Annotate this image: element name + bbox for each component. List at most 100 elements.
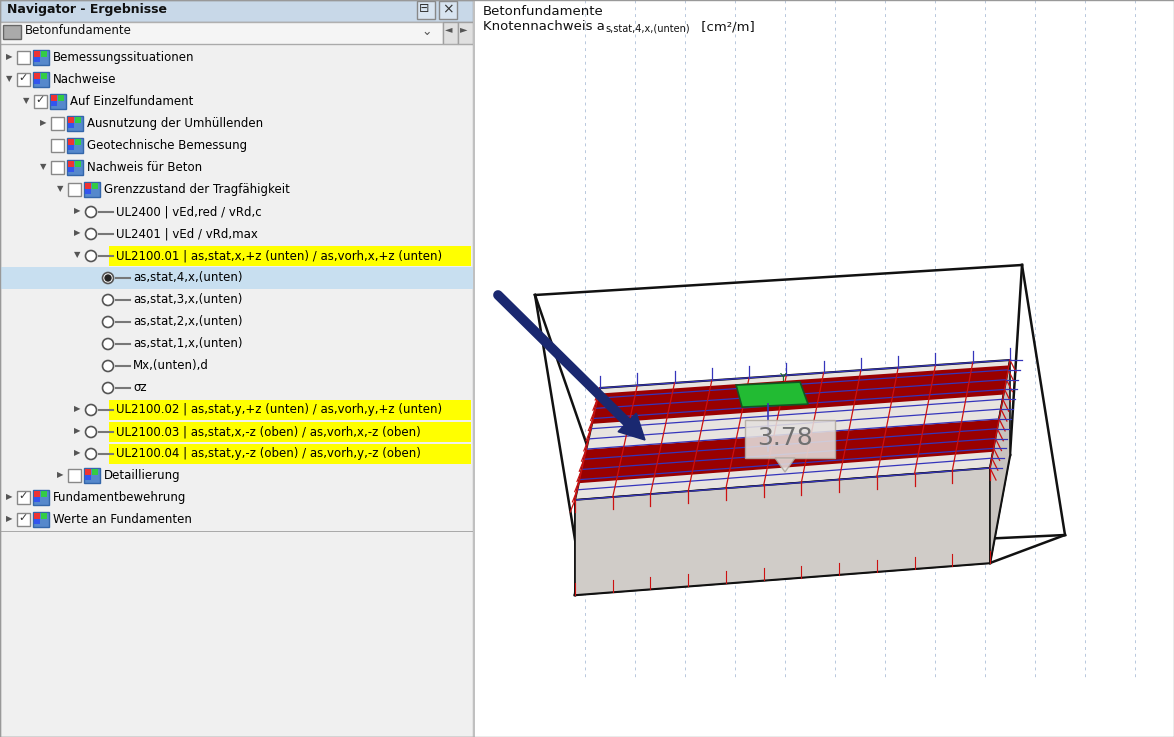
Bar	[33, 490, 49, 505]
Text: ▼: ▼	[40, 162, 47, 171]
Bar	[50, 101, 58, 106]
Bar	[473, 0, 475, 737]
Text: Bemessungssituationen: Bemessungssituationen	[53, 51, 195, 64]
Bar	[68, 183, 81, 196]
Text: ▶: ▶	[6, 52, 13, 61]
Bar	[33, 512, 49, 527]
Bar	[68, 167, 74, 172]
Bar	[68, 123, 74, 128]
Bar	[41, 51, 47, 57]
Text: ▶: ▶	[74, 228, 81, 237]
Polygon shape	[575, 388, 600, 595]
Bar	[109, 422, 471, 442]
Bar	[34, 513, 40, 519]
Text: Auf Einzelfundament: Auf Einzelfundament	[70, 95, 194, 108]
Text: ✓: ✓	[18, 513, 27, 523]
Text: ▶: ▶	[58, 470, 63, 479]
Circle shape	[86, 405, 96, 416]
Bar	[745, 420, 835, 458]
Bar	[92, 469, 97, 475]
Polygon shape	[990, 360, 1010, 563]
Text: ▼: ▼	[23, 96, 29, 105]
Bar	[75, 117, 81, 123]
Text: ▶: ▶	[74, 404, 81, 413]
Text: UL2100.01 | as,stat,x,+z (unten) / as,vorh,x,+z (unten): UL2100.01 | as,stat,x,+z (unten) / as,vo…	[116, 249, 443, 262]
Text: σz: σz	[133, 381, 147, 394]
Bar	[75, 161, 81, 167]
Bar	[16, 51, 31, 64]
Text: ×: ×	[441, 2, 453, 16]
Bar	[68, 161, 74, 167]
Bar	[0, 44, 473, 45]
Bar	[443, 22, 458, 44]
Bar	[50, 139, 65, 152]
Text: Betonfundamente: Betonfundamente	[25, 24, 131, 37]
Bar	[50, 161, 65, 174]
Bar	[68, 469, 81, 482]
Bar	[85, 475, 92, 480]
Text: Nachweis für Beton: Nachweis für Beton	[87, 161, 202, 174]
Bar	[85, 469, 92, 475]
Text: ▼: ▼	[74, 250, 81, 259]
Bar	[92, 183, 97, 189]
Bar	[50, 95, 58, 101]
Text: Y: Y	[780, 373, 787, 383]
Bar	[4, 25, 21, 39]
Circle shape	[102, 273, 114, 284]
Text: ▼: ▼	[6, 74, 13, 83]
Polygon shape	[775, 458, 795, 472]
Bar	[68, 117, 74, 123]
Bar	[34, 497, 40, 502]
Bar	[417, 1, 436, 19]
Text: s,stat,4,x,(unten): s,stat,4,x,(unten)	[605, 23, 689, 33]
Bar	[0, 0, 473, 737]
Text: ◄: ◄	[445, 24, 452, 34]
Polygon shape	[736, 382, 808, 407]
Text: ▶: ▶	[74, 448, 81, 457]
Text: ⊟: ⊟	[419, 2, 430, 15]
Bar	[109, 444, 471, 464]
Bar	[16, 491, 31, 504]
Text: ✓: ✓	[18, 73, 27, 83]
Text: as,stat,1,x,(unten): as,stat,1,x,(unten)	[133, 337, 243, 350]
Bar	[34, 73, 40, 79]
Bar	[439, 1, 457, 19]
Text: Ausnutzung der Umhüllenden: Ausnutzung der Umhüllenden	[87, 117, 263, 130]
Circle shape	[86, 427, 96, 438]
Text: Navigator - Ergebnisse: Navigator - Ergebnisse	[7, 3, 167, 16]
Text: Fundamentbewehrung: Fundamentbewehrung	[53, 491, 187, 504]
Circle shape	[102, 295, 114, 306]
Circle shape	[102, 360, 114, 371]
Bar	[34, 519, 40, 524]
Bar	[67, 160, 83, 175]
Text: ⌄: ⌄	[421, 25, 432, 38]
Text: ▶: ▶	[74, 426, 81, 435]
Text: Detaillierung: Detaillierung	[104, 469, 181, 482]
Polygon shape	[618, 413, 645, 440]
Circle shape	[86, 449, 96, 459]
Bar	[34, 79, 40, 84]
Bar	[109, 400, 471, 420]
Text: as,stat,4,x,(unten): as,stat,4,x,(unten)	[133, 271, 243, 284]
Circle shape	[86, 228, 96, 240]
Bar	[33, 72, 49, 87]
Bar	[75, 139, 81, 145]
Bar	[34, 95, 47, 108]
Bar	[85, 468, 100, 483]
Bar	[41, 513, 47, 519]
Text: UL2400 | vEd,red / vRd,c: UL2400 | vEd,red / vRd,c	[116, 205, 262, 218]
Polygon shape	[575, 360, 1010, 500]
Polygon shape	[579, 419, 999, 483]
Text: 3.78: 3.78	[757, 426, 812, 450]
Bar	[68, 145, 74, 150]
Text: Werte an Fundamenten: Werte an Fundamenten	[53, 513, 191, 526]
Bar	[458, 22, 473, 44]
Text: ✓: ✓	[35, 95, 45, 105]
Bar	[85, 183, 92, 189]
Text: [cm²/m]: [cm²/m]	[697, 20, 755, 33]
Polygon shape	[592, 366, 1008, 424]
Text: ✓: ✓	[18, 491, 27, 501]
Bar	[50, 117, 65, 130]
Circle shape	[102, 316, 114, 327]
Bar	[58, 95, 65, 101]
